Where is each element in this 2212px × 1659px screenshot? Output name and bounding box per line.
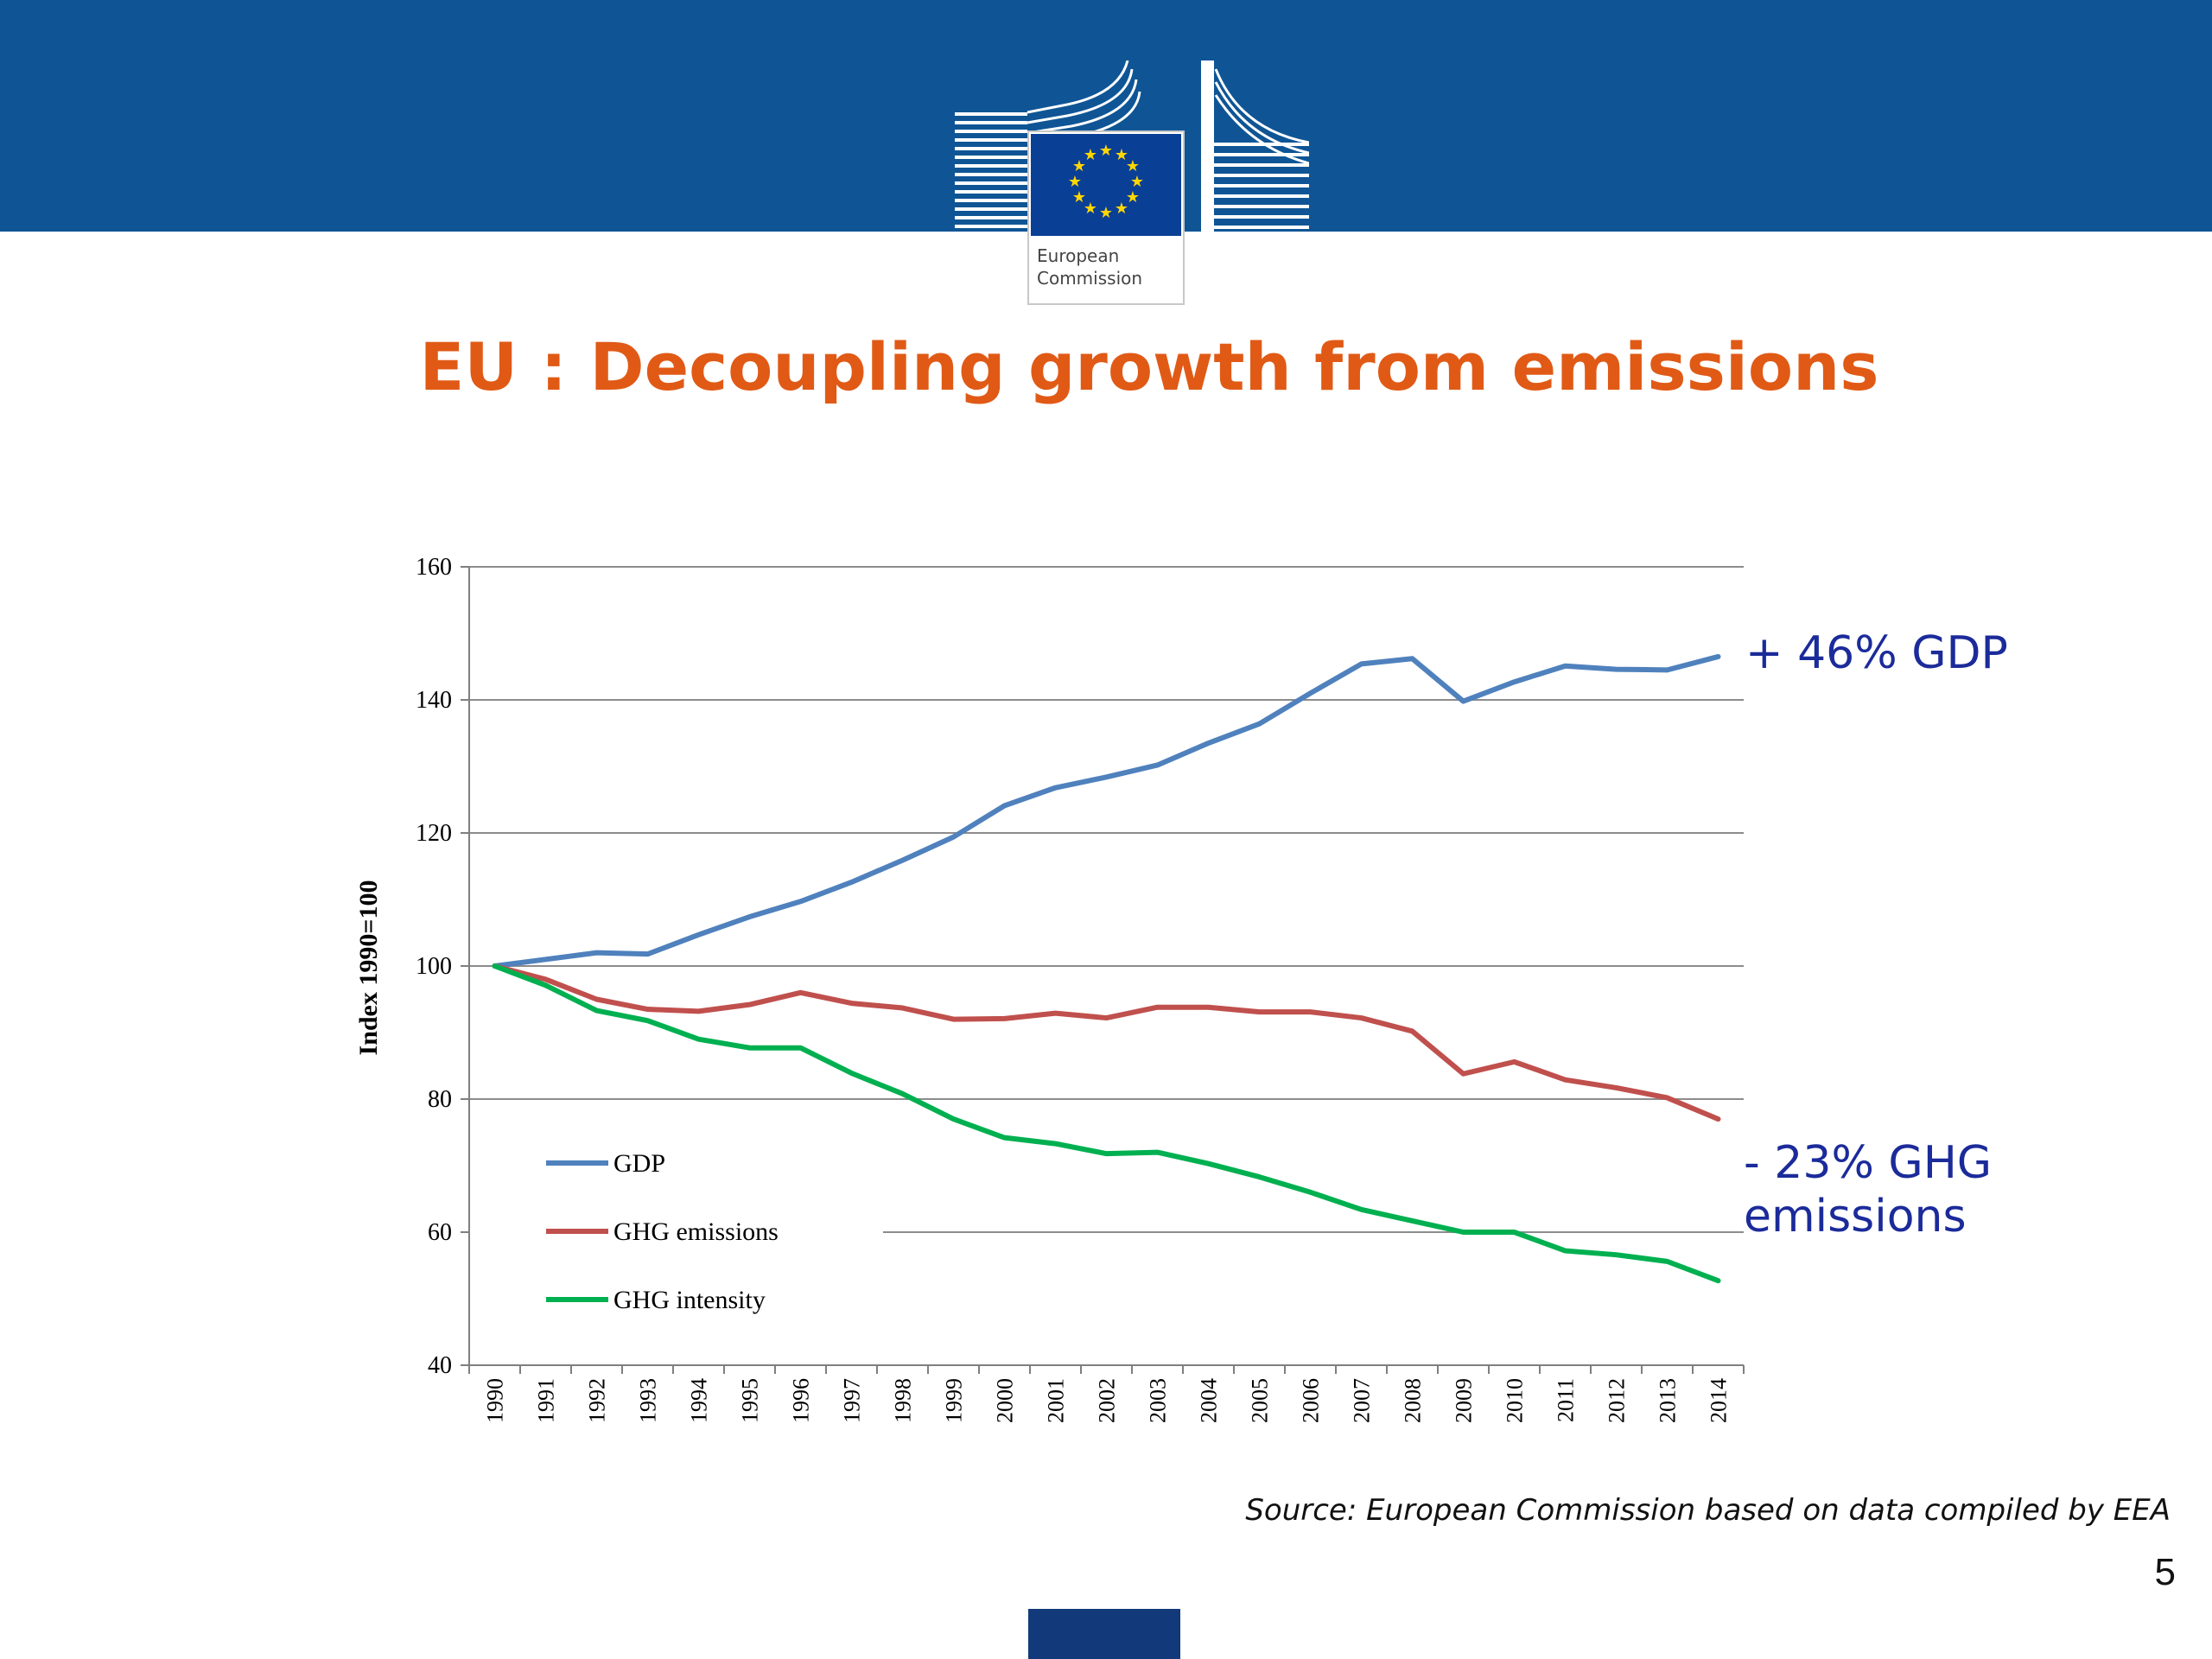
building-right-curve — [1214, 68, 1309, 165]
y-axis-label: Index 1990=100 — [354, 880, 383, 1056]
x-tick-label: 2004 — [1197, 1378, 1222, 1423]
svg-text:★: ★ — [1130, 173, 1144, 191]
x-tick-labels: 1990 1991 1992 1993 1994 1995 1996 1997 1998 1999… — [483, 1378, 1732, 1423]
legend-label-ghg-intensity: GHG intensity — [613, 1286, 766, 1314]
x-tick-label: 1996 — [789, 1378, 814, 1423]
svg-text:★: ★ — [1126, 157, 1140, 175]
x-tick-label: 1993 — [636, 1378, 661, 1423]
svg-text:★: ★ — [1126, 188, 1140, 207]
y-tick-label: 140 — [416, 687, 452, 714]
logo-text-line1: European — [1037, 245, 1119, 266]
european-commission-logo: ★ ★ ★ ★ ★ ★ ★ ★ ★ ★ ★ ★ European Commiss… — [955, 60, 1309, 305]
x-tick-label: 2006 — [1299, 1378, 1324, 1423]
y-tick-label: 40 — [428, 1352, 452, 1379]
y-tick-label: 80 — [428, 1086, 452, 1113]
x-tick-label: 1998 — [891, 1378, 916, 1423]
chart-axes — [461, 566, 1745, 1374]
x-tick-label: 2011 — [1554, 1378, 1579, 1422]
legend-label-ghg-emissions: GHG emissions — [613, 1217, 779, 1246]
x-tick-label: 2000 — [993, 1378, 1018, 1423]
x-tick-label: 1991 — [534, 1378, 559, 1423]
source-note: Source: European Commission based on dat… — [1245, 1493, 2171, 1528]
svg-text:★: ★ — [1099, 142, 1113, 160]
chart-grid — [469, 566, 1744, 1233]
page-title: EU : Decoupling growth from emissions — [419, 328, 1879, 405]
x-tick-label: 1995 — [738, 1378, 763, 1423]
svg-text:★: ★ — [1099, 204, 1113, 222]
chart-legend: GDP GHG emissions GHG intensity — [546, 1149, 779, 1314]
x-tick-label: 1994 — [687, 1378, 712, 1423]
svg-text:★: ★ — [1084, 200, 1097, 218]
x-tick-label: 2010 — [1503, 1378, 1528, 1423]
gdp-annotation: + 46% GDP — [1745, 627, 2008, 679]
building-right-wing — [1201, 60, 1309, 233]
svg-text:★: ★ — [1115, 200, 1128, 218]
x-tick-label: 1992 — [585, 1378, 610, 1423]
x-tick-label: 2001 — [1044, 1378, 1069, 1423]
y-tick-label: 160 — [416, 554, 452, 581]
legend-label-gdp: GDP — [613, 1149, 665, 1178]
x-tick-label: 1999 — [942, 1378, 967, 1423]
y-tick-labels: 40 60 80 100 120 140 160 — [416, 554, 452, 1379]
y-tick-label: 100 — [416, 953, 452, 980]
series-line-gdp — [492, 653, 1721, 969]
page-number: 5 — [2154, 1551, 2176, 1593]
ghg-annotation-line2: emissions — [1744, 1191, 1967, 1243]
chart-series — [492, 653, 1721, 1284]
logo-text-line2: Commission — [1037, 268, 1142, 289]
eu-stars-icon: ★ ★ ★ ★ ★ ★ ★ ★ ★ ★ ★ ★ — [1068, 142, 1144, 222]
y-tick-label: 120 — [416, 820, 452, 847]
x-tick-label: 2013 — [1656, 1378, 1681, 1423]
x-tick-label: 1997 — [840, 1378, 865, 1423]
x-tick-label: 2003 — [1146, 1378, 1171, 1423]
svg-text:★: ★ — [1084, 146, 1097, 164]
building-left-wing — [955, 112, 1027, 228]
x-tick-label: 2007 — [1350, 1378, 1375, 1423]
eu-flag — [1031, 134, 1181, 236]
svg-text:★: ★ — [1072, 188, 1086, 207]
series-line-ghg-intensity — [492, 963, 1721, 1284]
svg-text:★: ★ — [1115, 146, 1128, 164]
footer-tab — [1028, 1609, 1180, 1659]
x-tick-label: 1990 — [483, 1378, 508, 1423]
x-tick-label: 2014 — [1707, 1378, 1732, 1423]
x-tick-label: 2005 — [1248, 1378, 1273, 1423]
series-line-ghg-emissions — [492, 963, 1721, 1122]
y-tick-label: 60 — [428, 1219, 452, 1246]
ghg-annotation-line1: - 23% GHG — [1744, 1137, 1993, 1189]
x-tick-label: 2012 — [1605, 1378, 1630, 1423]
svg-text:★: ★ — [1068, 173, 1082, 191]
x-tick-label: 2008 — [1401, 1378, 1426, 1423]
x-tick-label: 2002 — [1095, 1378, 1120, 1423]
x-tick-label: 2009 — [1452, 1378, 1477, 1423]
svg-text:★: ★ — [1072, 157, 1086, 175]
